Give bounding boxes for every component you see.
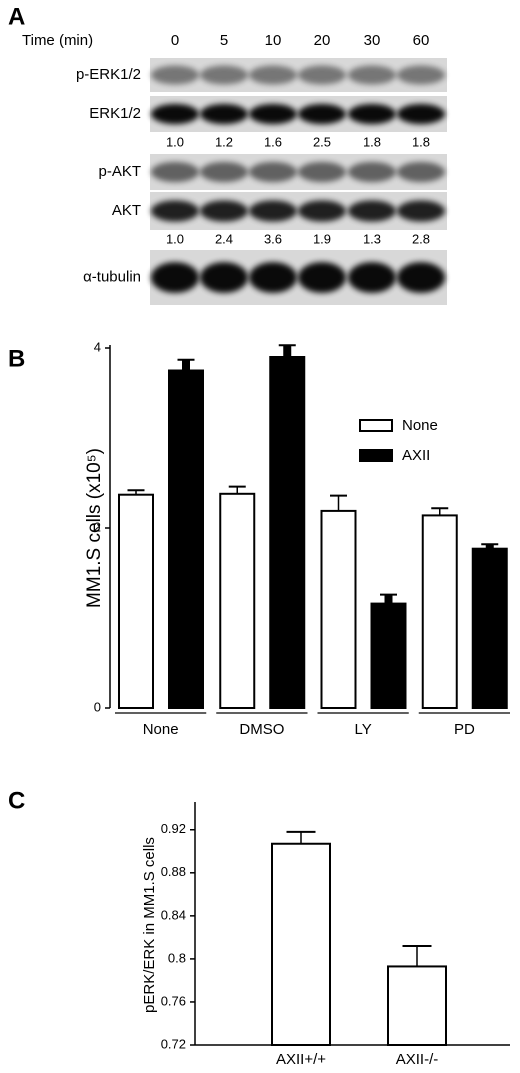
ratio-label: 1.6 (264, 134, 282, 149)
time-label: 30 (364, 32, 381, 49)
row-label: p-ERK1/2 (76, 66, 141, 83)
blot-band (397, 103, 445, 125)
bar (471, 547, 508, 710)
blot-band (298, 103, 346, 125)
y-tick-label: 0.72 (161, 1036, 186, 1051)
bar (168, 369, 204, 709)
ratio-label: 1.0 (166, 134, 184, 149)
ratio-label: 2.8 (412, 231, 430, 246)
x-tick-label: None (143, 721, 179, 738)
ratio-label: 1.8 (412, 134, 430, 149)
bar (370, 602, 407, 709)
blot-band (151, 262, 199, 293)
blot-band (249, 262, 297, 293)
y-axis-label: pERK/ERK in MM1.S cells (141, 837, 158, 1013)
y-tick-label: 0.92 (161, 821, 186, 836)
blot-band (200, 161, 248, 183)
ratio-label: 1.2 (215, 134, 233, 149)
ratio-label: 2.4 (215, 231, 233, 246)
x-tick-label: AXII+/+ (276, 1051, 326, 1068)
blot-band (348, 200, 396, 222)
panel-label: A (8, 3, 25, 30)
y-tick-label: 0.8 (168, 950, 186, 965)
ratio-label: 1.9 (313, 231, 331, 246)
blot-band (151, 161, 199, 183)
blot-band (200, 200, 248, 222)
bar (421, 514, 458, 710)
ratio-label: 1.0 (166, 231, 184, 246)
time-label: 5 (220, 32, 228, 49)
blot-band (298, 65, 346, 85)
x-tick-label: DMSO (239, 721, 284, 738)
blot-band (397, 200, 445, 222)
bar (269, 356, 306, 709)
legend-swatch (359, 419, 393, 432)
x-tick-label: AXII-/- (396, 1051, 439, 1068)
bar (387, 965, 447, 1047)
time-label: 10 (265, 32, 282, 49)
y-axis-label: MM1.S cells (x10⁵) (84, 448, 105, 608)
blot-band (200, 103, 248, 125)
blot-band (200, 262, 248, 293)
blot-band (200, 65, 248, 85)
bar (271, 842, 331, 1046)
blot-band (151, 65, 199, 85)
legend-label: None (402, 417, 438, 434)
row-label: α-tubulin (83, 268, 141, 285)
blot-band (348, 65, 396, 85)
panel-label: C (8, 787, 25, 814)
time-label: 60 (413, 32, 430, 49)
blot-band (348, 103, 396, 125)
bar (219, 492, 256, 709)
blot-band (397, 161, 445, 183)
blot-band (397, 262, 445, 293)
blot-band (397, 65, 445, 85)
time-label: 20 (314, 32, 331, 49)
blot-band (249, 65, 297, 85)
bar (320, 509, 357, 709)
blot-band (298, 161, 346, 183)
time-header: Time (min) (22, 32, 93, 49)
y-tick-label: 0 (94, 699, 101, 714)
blot-band (249, 161, 297, 183)
legend-label: AXII (402, 447, 430, 464)
y-tick-label: 0.88 (161, 864, 186, 879)
blot-band (348, 262, 396, 293)
blot-band (298, 262, 346, 293)
row-label: AKT (112, 202, 141, 219)
y-tick-label: 2 (94, 519, 101, 534)
blot-band (249, 103, 297, 125)
ratio-label: 1.8 (363, 134, 381, 149)
ratio-label: 2.5 (313, 134, 331, 149)
y-tick-label: 0.84 (161, 907, 186, 922)
x-tick-label: LY (355, 721, 372, 738)
blot-band (348, 161, 396, 183)
blot-band (151, 200, 199, 222)
bar (118, 493, 154, 710)
y-tick-label: 0.76 (161, 993, 186, 1008)
time-label: 0 (171, 32, 179, 49)
blot-band (249, 200, 297, 222)
ratio-label: 1.3 (363, 231, 381, 246)
blot-band (298, 200, 346, 222)
blot-band (151, 103, 199, 125)
row-label: p-AKT (98, 163, 141, 180)
panel-label: B (8, 345, 25, 372)
y-tick-label: 4 (94, 339, 101, 354)
legend-swatch (359, 449, 393, 462)
ratio-label: 3.6 (264, 231, 282, 246)
x-tick-label: PD (454, 721, 475, 738)
row-label: ERK1/2 (89, 105, 141, 122)
